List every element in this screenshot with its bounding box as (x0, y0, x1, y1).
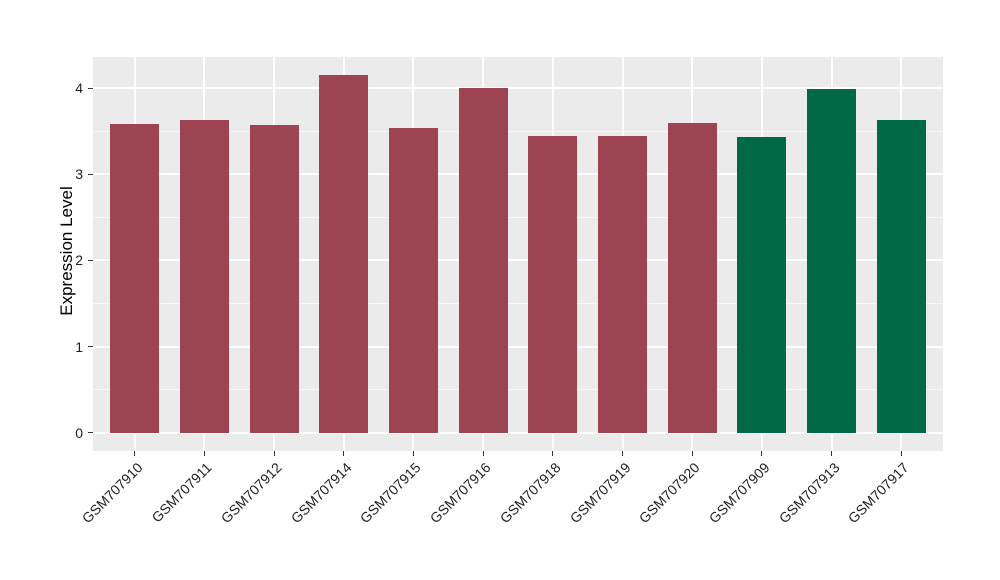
bar-GSM707912 (249, 125, 299, 433)
gridline-major-y-3 (93, 173, 943, 176)
bar-GSM707917 (876, 119, 926, 433)
gridline-major-y-2 (93, 259, 943, 262)
bar-GSM707914 (319, 75, 369, 433)
x-tickmark-GSM707916 (482, 451, 484, 456)
x-tickmark-GSM707910 (134, 451, 136, 456)
bar-GSM707916 (458, 88, 508, 433)
y-tick-label-4: 4 (75, 80, 83, 97)
x-tickmark-GSM707909 (761, 451, 763, 456)
gridline-major-y-0 (93, 431, 943, 434)
bar-GSM707920 (667, 123, 717, 433)
y-tickmark-4 (88, 87, 93, 89)
y-tickmark-2 (88, 259, 93, 261)
x-tickmark-GSM707918 (552, 451, 554, 456)
bar-GSM707919 (598, 136, 647, 433)
gridline-minor-y-2.5 (93, 216, 943, 218)
y-tickmark-0 (88, 432, 93, 434)
bar-GSM707913 (807, 88, 856, 433)
gridline-minor-y-1.5 (93, 303, 943, 305)
y-tickmark-3 (88, 173, 93, 175)
x-tickmark-GSM707912 (273, 451, 275, 456)
chart-panel (93, 57, 943, 451)
bar-GSM707910 (110, 124, 160, 433)
gridline-major-y-1 (93, 345, 943, 348)
x-tickmark-GSM707920 (691, 451, 693, 456)
x-tickmark-GSM707913 (831, 451, 833, 456)
bar-GSM707911 (180, 119, 229, 433)
y-tick-label-0: 0 (75, 424, 83, 441)
bar-GSM707915 (389, 127, 438, 433)
y-axis-title: Expression Level (57, 186, 76, 316)
x-tickmark-GSM707917 (900, 451, 902, 456)
bar-GSM707918 (528, 136, 578, 433)
y-tickmark-1 (88, 346, 93, 348)
y-tick-label-1: 1 (75, 338, 83, 355)
y-tick-label-2: 2 (75, 252, 83, 269)
gridline-minor-y-0.5 (93, 389, 943, 391)
y-tick-label-3: 3 (75, 166, 83, 183)
bar-GSM707909 (737, 137, 787, 433)
gridline-minor-y-3.5 (93, 130, 943, 132)
x-tickmark-GSM707911 (203, 451, 205, 456)
gridline-major-y-4 (93, 87, 943, 90)
x-tickmark-GSM707915 (412, 451, 414, 456)
x-tick-label-GSM707910: GSM707910 (78, 459, 146, 527)
x-tickmark-GSM707919 (622, 451, 623, 456)
x-tickmark-GSM707914 (343, 451, 345, 456)
